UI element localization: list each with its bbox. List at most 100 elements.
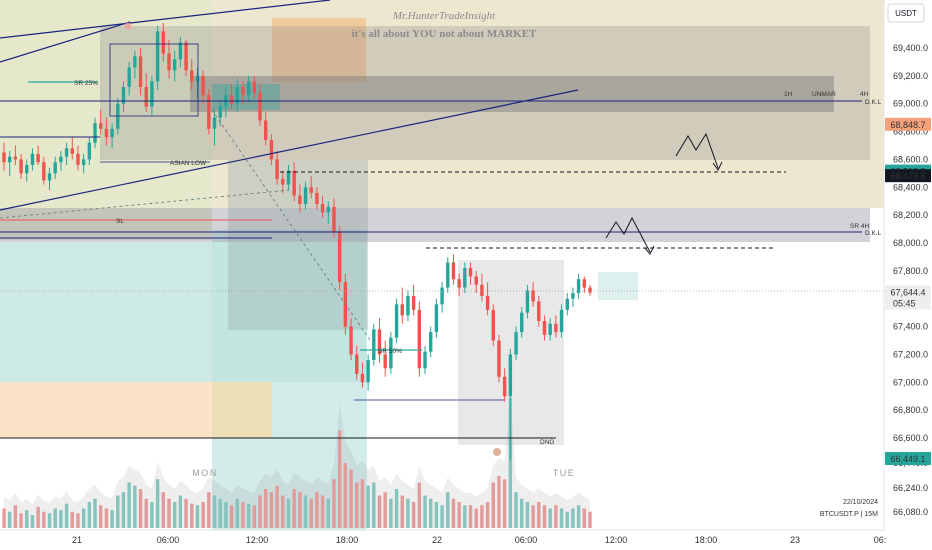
symbol-date: 22/10/2024 (843, 499, 878, 506)
candle-body (366, 360, 370, 383)
volume-bar (53, 508, 57, 528)
volume-bar (99, 505, 103, 528)
y-tick-label: 68,200.0 (893, 210, 928, 220)
y-tick-label: 68,400.0 (893, 182, 928, 192)
candle-body (554, 323, 558, 333)
candle-body (548, 323, 552, 335)
volume-bar (360, 479, 365, 528)
zone-olive-bottom (212, 382, 272, 438)
candle-body (161, 31, 166, 54)
candle-body (497, 340, 501, 377)
candle-body (400, 304, 404, 316)
candle-body (582, 279, 587, 288)
candle-body (537, 301, 541, 321)
trendline-top[interactable] (0, 0, 331, 39)
candle-body (588, 287, 592, 293)
volume-bar (298, 492, 302, 528)
candle-body (258, 92, 262, 121)
price-tag-label: 68,479.8 (890, 171, 925, 181)
volume-bar (366, 485, 370, 528)
volume-bar (326, 498, 330, 528)
volume-bar (81, 508, 86, 528)
volume-bar (235, 498, 239, 528)
candle-body (332, 206, 336, 232)
volume-bars (2, 398, 592, 528)
volume-bar (548, 508, 552, 528)
watermark-author: Mr.HunterTradeInsight (392, 10, 496, 22)
volume-bar (309, 498, 313, 528)
volume-bar (576, 505, 581, 528)
candle-body (104, 128, 109, 138)
volume-bar (315, 492, 319, 528)
volume-bar (178, 495, 183, 528)
volume-bar (286, 498, 291, 528)
candle-body (184, 42, 188, 71)
volume-bar (565, 511, 569, 528)
currency-button[interactable] (887, 3, 925, 23)
price-tag (885, 117, 931, 131)
annotation-dng: DNG (540, 439, 554, 446)
trendline-rising[interactable] (0, 89, 579, 211)
candle-body (172, 59, 177, 71)
volume-bar (133, 485, 137, 528)
candle-body (463, 268, 467, 288)
candle-body (42, 162, 46, 181)
candle-body (514, 332, 518, 355)
y-tick-label: 67,400.0 (893, 322, 928, 332)
candle-body (377, 329, 382, 355)
candle-body (201, 75, 205, 96)
volume-bar (554, 505, 558, 528)
candle-body (212, 117, 217, 129)
volume-bar (150, 502, 154, 528)
volume-bar (110, 510, 114, 528)
candle-body (252, 81, 257, 93)
candle-body (571, 293, 575, 299)
annotation-sr50: SR 50% (378, 348, 402, 355)
currency-button-label: USDT (895, 9, 917, 18)
volume-bar (161, 492, 166, 528)
candle-body (451, 262, 456, 280)
volume-bar (491, 482, 495, 528)
volume-bar (389, 498, 393, 528)
candle-body (30, 153, 35, 165)
candle-body (417, 309, 422, 369)
volume-bar (127, 482, 131, 528)
volume-bar (411, 502, 416, 528)
candle-body (25, 165, 29, 174)
candle-body (292, 170, 296, 196)
volume-bar (269, 492, 274, 528)
volume-bar (457, 502, 461, 528)
trendline-upper[interactable] (0, 21, 131, 63)
volume-bar (64, 503, 69, 528)
time-axis[interactable] (0, 530, 932, 550)
high-marker (124, 22, 132, 30)
volume-bar (184, 498, 188, 528)
volume-bar (144, 498, 148, 528)
volume-bar (59, 510, 63, 528)
candle-body (264, 120, 268, 140)
volume-bar (337, 430, 342, 528)
volume-bar (241, 502, 245, 528)
annotation-sr25: SR 25% (74, 80, 98, 87)
candle-body (144, 87, 148, 107)
candle-body (99, 123, 103, 129)
candle-body (246, 81, 251, 96)
volume-bar (497, 476, 501, 528)
price-tag-label: 66,449.1 (890, 454, 925, 464)
y-tick-label: 66,080.0 (893, 507, 928, 517)
candle-body (70, 148, 74, 154)
candle-body (241, 87, 245, 96)
annotation-dkl1: D.K.L (865, 99, 882, 106)
y-tick-label: 67,800.0 (893, 266, 928, 276)
candle-body (480, 284, 484, 296)
volume-bar (155, 479, 160, 528)
volume-bar (377, 495, 382, 528)
candle-body (434, 304, 439, 333)
candle-body (138, 56, 143, 87)
volume-bar (70, 511, 74, 528)
annotation-box-4h: 4H (860, 91, 869, 98)
volume-bar (349, 469, 353, 528)
y-tick-label: 68,800.0 (893, 127, 928, 137)
x-tick-label: 06: (874, 535, 887, 545)
